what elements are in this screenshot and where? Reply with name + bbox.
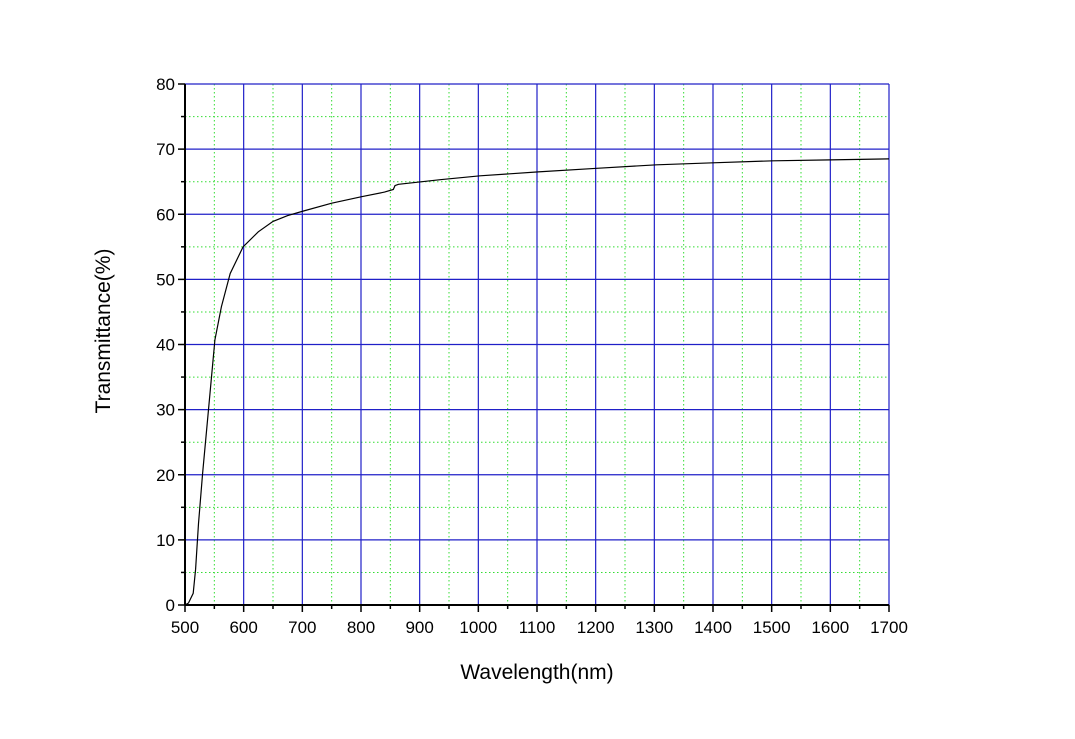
x-tick-label: 600 [229,618,257,637]
y-tick-label: 50 [156,270,175,289]
major-grid [185,83,890,605]
series-line-transmittance [184,158,890,606]
axes [178,83,890,612]
x-tick-label: 1400 [694,618,732,637]
x-tick-label: 700 [288,618,316,637]
x-tick-label: 1100 [519,618,556,637]
x-tick-label: 1000 [459,618,497,637]
x-tick-label: 1700 [870,618,908,637]
y-tick-label: 10 [156,531,175,550]
x-tick-label: 1500 [753,618,791,637]
x-tick-label: 500 [171,618,199,637]
x-tick-labels: 500 600 700 800 900 1000 1100 1200 1300 1400 1500 1… [171,618,908,637]
y-tick-label: 60 [156,205,175,224]
y-tick-label: 0 [166,596,175,615]
x-tick-label: 1300 [635,618,673,637]
x-axis-title: Wavelength(nm) [460,661,613,684]
y-axis-title: Transmittance(%) [92,249,115,414]
y-tick-label: 40 [156,336,175,355]
y-tick-label: 30 [156,401,175,420]
x-tick-label: 800 [347,618,375,637]
x-tick-label: 900 [405,618,433,637]
y-tick-label: 70 [156,140,175,159]
y-tick-label: 20 [156,466,175,485]
x-tick-label: 1200 [577,618,615,637]
y-tick-labels: 0 10 20 30 40 50 60 70 80 [156,75,175,615]
x-tick-label: 1600 [811,618,849,637]
y-tick-label: 80 [156,75,175,94]
